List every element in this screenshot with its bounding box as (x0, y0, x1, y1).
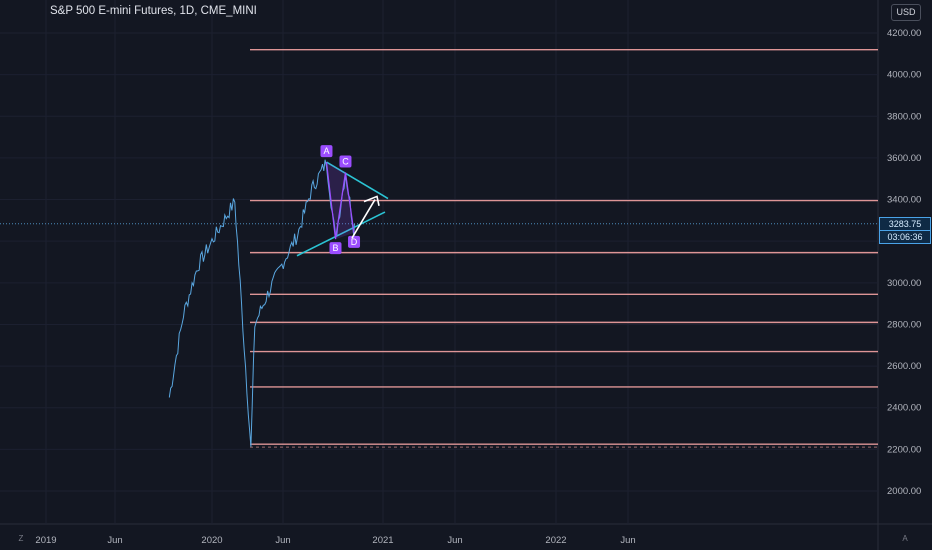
pattern-point-a-badge (320, 145, 333, 158)
auto-scale-button[interactable]: A (902, 534, 908, 543)
y-tick-label: 2400.00 (887, 403, 921, 414)
pattern-point-b-badge (329, 242, 342, 255)
x-tick-label: 2022 (545, 535, 566, 546)
y-tick-label: 2800.00 (887, 319, 921, 330)
upper-trendline (326, 161, 389, 200)
chart-title: S&P 500 E-mini Futures, 1D, CME_MINI (50, 5, 257, 17)
pattern-fill-abc (326, 162, 346, 240)
pattern-point-a-label: A (323, 146, 329, 156)
x-tick-label: Jun (447, 535, 462, 546)
x-tick-label: 2019 (35, 535, 56, 546)
x-tick-label: Jun (620, 535, 635, 546)
y-tick-label: 3800.00 (887, 111, 921, 122)
pattern-point-d-label: D (351, 237, 358, 247)
y-tick-label: 3400.00 (887, 195, 921, 206)
x-tick-label: 2020 (201, 535, 222, 546)
pattern-point-c-label: C (342, 156, 349, 166)
price-series-line (168, 159, 355, 447)
lower-trendline (296, 211, 386, 257)
y-tick-label: 2200.00 (887, 444, 921, 455)
x-tick-label: 2021 (372, 535, 393, 546)
pattern-point-b-label: B (332, 243, 338, 253)
x-tick-label: Jun (107, 535, 122, 546)
y-tick-label: 3600.00 (887, 153, 921, 164)
y-tick-label: 4200.00 (887, 28, 921, 39)
currency-button[interactable]: USD (891, 4, 921, 21)
projection-arrow-line (351, 199, 376, 239)
y-tick-label: 3000.00 (887, 278, 921, 289)
bar-countdown-label: 03:06:36 (879, 229, 931, 244)
y-tick-label: 4000.00 (887, 70, 921, 81)
pattern-fill-bcd (335, 172, 355, 240)
pattern-line (325, 162, 355, 240)
y-tick-label: 2000.00 (887, 486, 921, 497)
x-tick-label: Jun (275, 535, 290, 546)
y-tick-label: 2600.00 (887, 361, 921, 372)
projection-arrow-head (363, 195, 380, 206)
pattern-point-c-badge (339, 155, 352, 168)
current-price-label: 3283.75 (879, 216, 931, 231)
pattern-point-d-badge (348, 235, 361, 248)
zoom-reset-button[interactable]: Z (18, 534, 24, 543)
